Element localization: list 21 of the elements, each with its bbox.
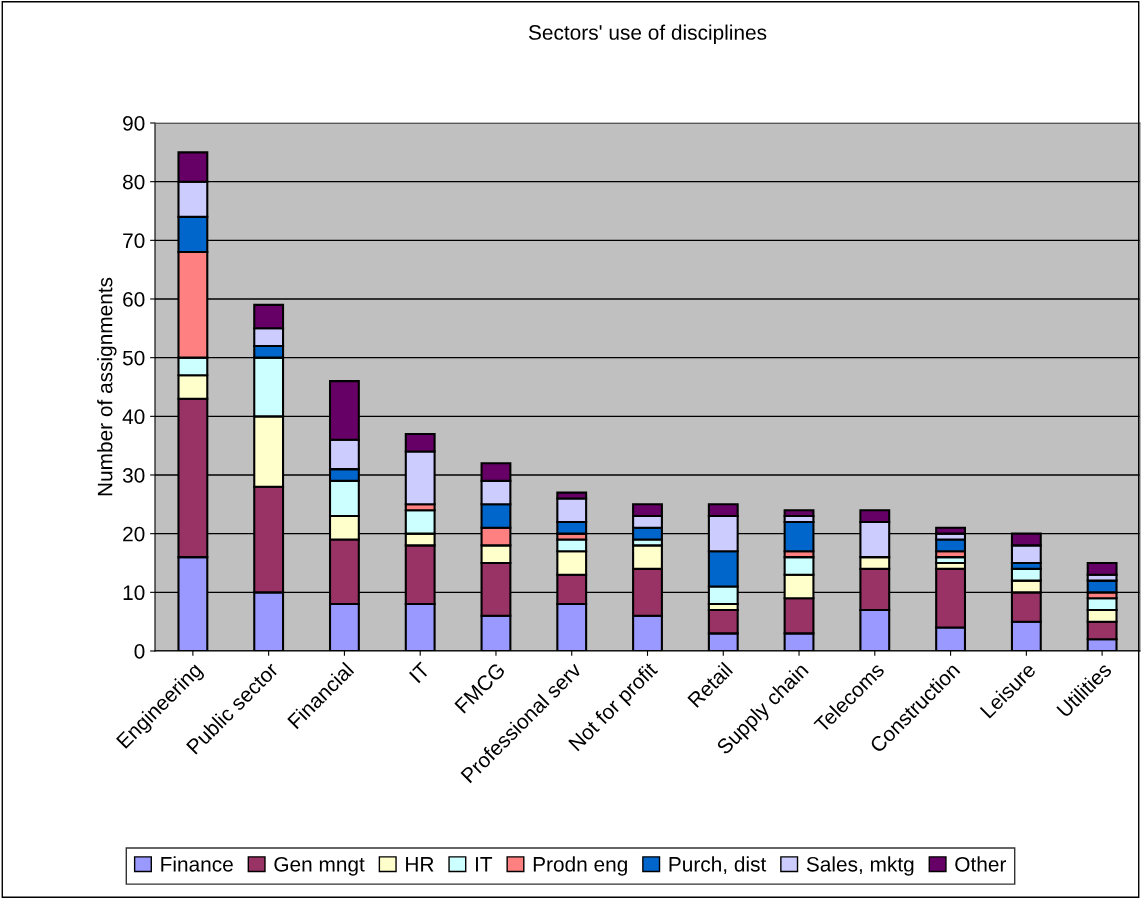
legend-label: Purch, dist (669, 856, 767, 875)
y-tick-label: 30 (122, 468, 145, 483)
legend-label: Sales, mktg (806, 856, 914, 876)
x-tick-label: IT (409, 661, 431, 684)
legend-label: Gen mngt (274, 856, 365, 876)
y-tick-label: 70 (123, 233, 145, 249)
legend-label: Prodn eng (533, 856, 627, 876)
y-tick-label: 60 (123, 292, 145, 307)
legend-label: Finance (161, 856, 233, 872)
y-tick-label: 20 (123, 526, 145, 542)
y-axis-title: Number of assignments (97, 277, 117, 496)
legend-label: IT (475, 857, 493, 872)
legend-label: Other (955, 856, 1007, 872)
y-tick-label: 50 (122, 350, 145, 366)
y-tick-label: 80 (123, 174, 145, 190)
y-tick-label: 10 (123, 585, 145, 601)
chart-title: Sectors' use of disciplines (528, 24, 767, 44)
y-tick-label: 0 (134, 644, 145, 659)
legend-label: HR (406, 857, 434, 872)
y-tick-label: 40 (122, 409, 145, 425)
y-tick-label: 90 (123, 116, 145, 131)
